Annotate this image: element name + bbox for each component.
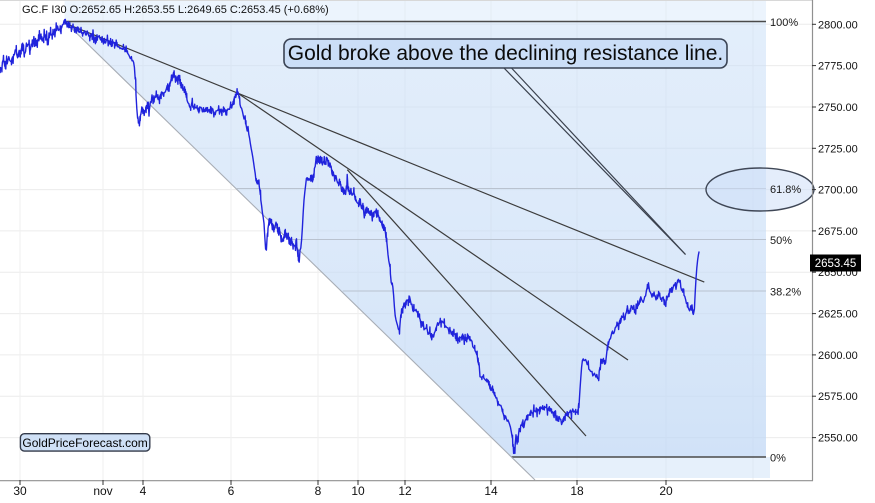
svg-text:20: 20 — [659, 484, 673, 498]
svg-text:2600.00: 2600.00 — [818, 350, 858, 362]
svg-text:18: 18 — [570, 484, 584, 498]
svg-text:GC.F I30 O:2652.65 H:2653.55 L: GC.F I30 O:2652.65 H:2653.55 L:2649.65 C… — [22, 4, 329, 16]
svg-text:14: 14 — [484, 484, 498, 498]
svg-text:GoldPriceForecast.com: GoldPriceForecast.com — [22, 436, 147, 450]
svg-text:2700.00: 2700.00 — [818, 185, 858, 197]
svg-text:10: 10 — [351, 484, 365, 498]
svg-text:Gold broke above the declining: Gold broke above the declining resistanc… — [288, 42, 723, 65]
svg-text:2725.00: 2725.00 — [818, 143, 858, 155]
svg-text:61.8%: 61.8% — [770, 184, 801, 196]
svg-text:nov: nov — [93, 484, 112, 498]
svg-text:4: 4 — [140, 484, 147, 498]
svg-text:2653.45: 2653.45 — [815, 258, 857, 270]
svg-text:38.2%: 38.2% — [770, 287, 801, 299]
svg-text:2625.00: 2625.00 — [818, 309, 858, 321]
svg-text:30: 30 — [13, 484, 27, 498]
svg-text:6: 6 — [228, 484, 235, 498]
svg-text:100%: 100% — [770, 17, 798, 29]
svg-text:2575.00: 2575.00 — [818, 391, 858, 403]
svg-text:2800.00: 2800.00 — [818, 19, 858, 31]
svg-text:2550.00: 2550.00 — [818, 433, 858, 445]
svg-text:50%: 50% — [770, 235, 792, 247]
svg-text:8: 8 — [315, 484, 322, 498]
svg-text:0%: 0% — [770, 453, 786, 465]
svg-text:2775.00: 2775.00 — [818, 61, 858, 73]
svg-text:2750.00: 2750.00 — [818, 102, 858, 114]
svg-text:12: 12 — [398, 484, 412, 498]
svg-text:2675.00: 2675.00 — [818, 226, 858, 238]
